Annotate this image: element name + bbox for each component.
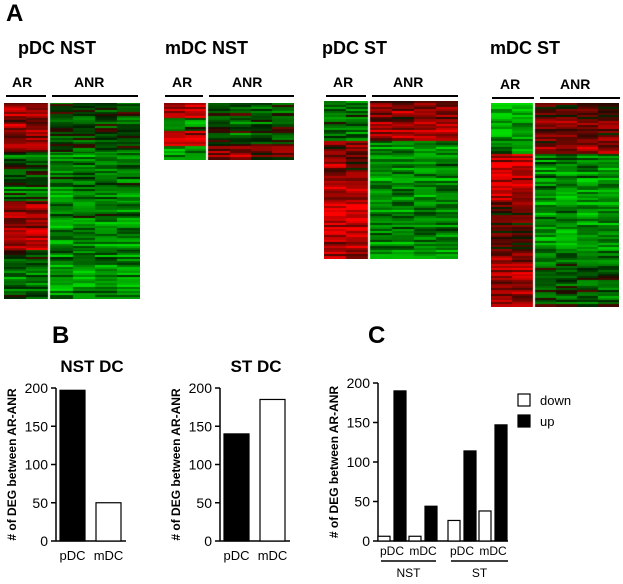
chart-nst-dc: NST DC 0 50 100 150 200 # of DEG between AR-AN… xyxy=(5,357,126,563)
y-tick-label: 50 xyxy=(196,495,212,511)
heatmap-pdc-nst xyxy=(4,103,140,299)
group-label: NST xyxy=(397,566,422,580)
chart-deg-up-down: 0 50 100 150 200 # of DEG between AR-ANR pDC mD… xyxy=(327,375,571,580)
heatmap-group-anr: ANR xyxy=(560,76,591,92)
legend-swatch-down xyxy=(517,393,531,407)
heatmap-group-ar: AR xyxy=(500,76,521,92)
heatmap-group-ar: AR xyxy=(12,74,33,90)
y-tick-label: 100 xyxy=(189,457,213,473)
bar-down xyxy=(447,519,461,542)
heatmap-title-pdc-nst: pDC NST xyxy=(18,38,96,58)
heatmap-mdc-nst xyxy=(164,103,294,160)
bar-down xyxy=(478,510,492,542)
heatmap-group-anr-line xyxy=(52,95,138,97)
y-axis-label: # of DEG between AR-ANR xyxy=(5,388,19,541)
bar-down xyxy=(408,535,422,542)
bar-down xyxy=(377,535,391,542)
chart-title: NST DC xyxy=(60,357,123,376)
heatmap-group-ar: AR xyxy=(333,74,354,90)
y-tick-label: 150 xyxy=(189,418,213,434)
y-tick-label: 0 xyxy=(204,533,212,549)
heatmap-group-anr: ANR xyxy=(232,74,263,90)
group-label: ST xyxy=(472,566,488,580)
y-tick-label: 50 xyxy=(32,495,48,511)
bar-mdc xyxy=(259,398,286,542)
bar-up xyxy=(463,450,477,542)
x-tick-label: pDC xyxy=(450,544,474,558)
heatmap-group-ar-line xyxy=(326,95,366,97)
y-tick-label: 150 xyxy=(347,415,371,431)
y-tick-label: 50 xyxy=(354,494,370,510)
bar-up xyxy=(424,505,438,542)
bar-pdc xyxy=(59,389,86,542)
heatmap-group-anr-line xyxy=(209,95,294,97)
heatmap-title-mdc-nst: mDC NST xyxy=(165,38,249,58)
chart-title: ST DC xyxy=(231,357,282,376)
heatmap-mdc-st xyxy=(491,103,619,307)
heatmap-group-anr-line xyxy=(372,95,458,97)
y-tick-label: 0 xyxy=(362,533,370,549)
x-tick-label: mDC xyxy=(409,544,437,558)
bar-up xyxy=(494,424,508,542)
heatmap-group-anr-line xyxy=(540,97,620,99)
y-tick-label: 100 xyxy=(347,454,371,470)
heatmap-group-ar: AR xyxy=(172,74,193,90)
heatmap-group-anr: ANR xyxy=(393,74,424,90)
bar-pdc xyxy=(223,433,250,542)
y-tick-label: 200 xyxy=(25,380,49,396)
heatmap-group-ar-line xyxy=(492,97,534,99)
y-tick-label: 200 xyxy=(189,380,213,396)
panel-letter-b: B xyxy=(52,322,70,349)
x-tick-label: pDC xyxy=(59,548,85,563)
heatmap-group-anr: ANR xyxy=(74,74,105,90)
heatmap-pdc-st xyxy=(324,101,458,259)
y-tick-label: 200 xyxy=(347,375,371,391)
bar-mdc xyxy=(95,502,122,542)
chart-st-dc: ST DC 0 50 100 150 200 # of DEG between AR-ANR… xyxy=(169,357,290,563)
heatmap-title-pdc-st: pDC ST xyxy=(322,38,387,58)
heatmap-title-mdc-st: mDC ST xyxy=(490,38,561,58)
y-tick-label: 0 xyxy=(40,533,48,549)
x-tick-label: pDC xyxy=(223,548,249,563)
legend-swatch-up xyxy=(517,414,531,428)
x-tick-label: mDC xyxy=(479,544,507,558)
bar-up xyxy=(393,390,407,542)
y-tick-label: 150 xyxy=(25,418,49,434)
legend-label-down: down xyxy=(540,393,571,408)
panel-letter-a: A xyxy=(6,0,24,27)
y-tick-label: 100 xyxy=(25,457,49,473)
heatmap-group-ar-line xyxy=(6,95,46,97)
legend-label-up: up xyxy=(540,414,554,429)
y-axis-label: # of DEG between AR-ANR xyxy=(169,388,183,541)
y-axis-label: # of DEG between AR-ANR xyxy=(327,386,341,539)
heatmap-group-ar-line xyxy=(165,95,203,97)
x-tick-label: mDC xyxy=(94,548,124,563)
x-tick-label: mDC xyxy=(258,548,288,563)
panel-letter-c: C xyxy=(368,322,386,349)
x-tick-label: pDC xyxy=(380,544,404,558)
